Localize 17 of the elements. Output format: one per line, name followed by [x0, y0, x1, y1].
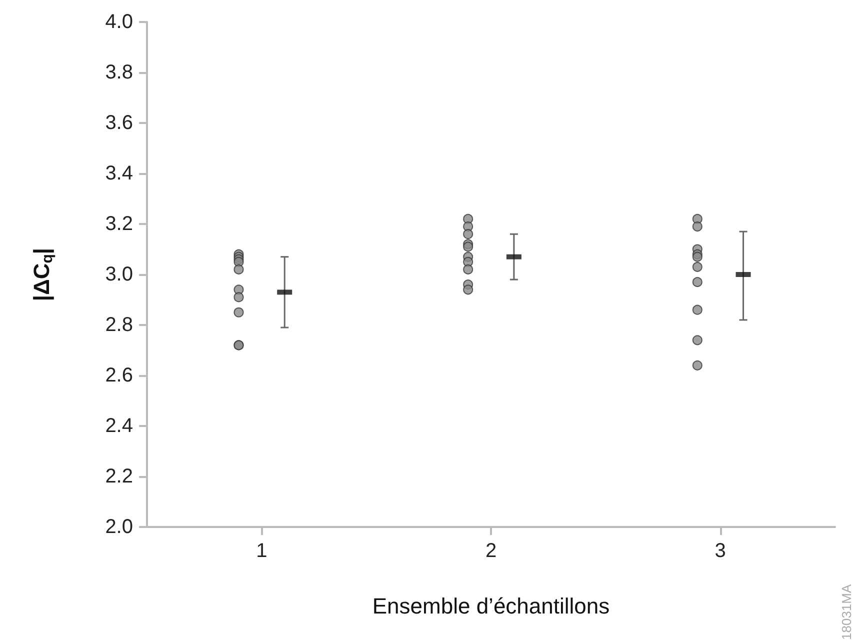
y-tick-label: 3.2 [105, 213, 133, 235]
y-tick-label: 4.0 [105, 11, 133, 33]
x-tick-label: 2 [485, 540, 497, 562]
y-tick-label: 2.6 [105, 364, 133, 386]
y-tick-label: 2.2 [105, 466, 133, 488]
y-tick-label: 3.6 [105, 112, 133, 134]
x-axis-title: Ensemble d’échantillons [372, 594, 610, 618]
x-tick-label: 3 [714, 540, 726, 562]
y-tick-label: 3.0 [105, 264, 133, 286]
y-tick-label: 2.4 [105, 415, 133, 437]
y-tick-label: 2.8 [105, 314, 133, 336]
y-tick-label: 3.4 [105, 162, 133, 184]
text: 18031MA [839, 584, 854, 640]
y-axis-title: |ΔCq| [29, 248, 56, 302]
x-tick-label: 1 [256, 540, 268, 562]
y-tick-label: 3.8 [105, 62, 133, 84]
y-tick-label: 2.0 [105, 516, 133, 538]
